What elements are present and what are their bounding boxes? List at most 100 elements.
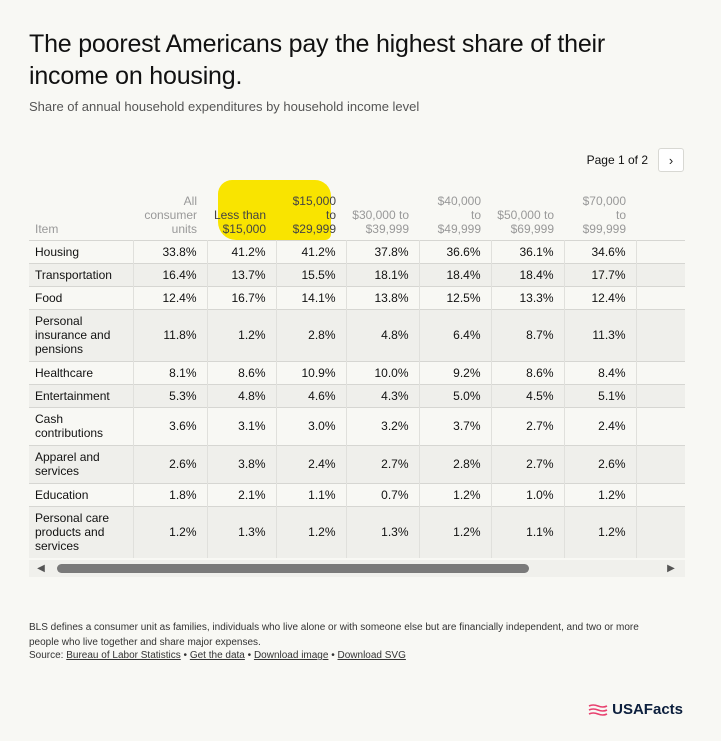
row-label: Education — [35, 487, 89, 502]
separator: • — [244, 650, 254, 661]
download-svg-link[interactable]: Download SVG — [337, 650, 406, 661]
data-table: Item All consumer units Less than $15,000 $… — [29, 180, 685, 558]
table-cell: 18.4% — [490, 263, 564, 286]
table-cell: 16.7% — [206, 286, 276, 309]
scroll-left-icon[interactable]: ◀ — [37, 563, 45, 574]
source-line: Source: Bureau of Labor Statistics • Get… — [29, 650, 406, 661]
logo-text: USAFacts — [612, 701, 683, 718]
table-cell: 10.9% — [275, 361, 346, 384]
table-cell: 8.6% — [490, 361, 564, 384]
next-page-button[interactable]: › — [658, 148, 684, 172]
table-cell: 33.8% — [132, 240, 207, 263]
table-cell: 11.3% — [563, 309, 636, 361]
separator: • — [328, 650, 338, 661]
table-row: Entertainment 5.3% 4.8% 4.6% 4.3% 5.0% 4.5% 5.1… — [29, 384, 685, 407]
row-label: Personal insurance and pensions — [35, 314, 111, 356]
chart-subtitle: Share of annual household expenditures b… — [29, 99, 420, 114]
table-row: Healthcare 8.1% 8.6% 10.9% 10.0% 9.2% 8.6% 8.4%… — [29, 361, 685, 384]
table-cell: 1.3% — [345, 506, 419, 558]
table-cell: 3.0% — [275, 407, 346, 445]
table-scroll-area[interactable]: Item All consumer units Less than $15,000 $… — [29, 180, 685, 561]
table-cell: 36.1% — [490, 240, 564, 263]
table-cell: 9.2% — [418, 361, 491, 384]
scroll-thumb[interactable] — [57, 564, 529, 573]
table-cell: 8.1% — [132, 361, 207, 384]
row-label: Entertainment — [35, 388, 110, 403]
column-header: All consumer units — [144, 193, 197, 236]
column-highlight — [218, 180, 331, 240]
table-cell: 2.6% — [132, 445, 207, 483]
column-header: $100,000 to $149,999 — [636, 180, 685, 240]
table-row: Transportation 16.4% 13.7% 15.5% 18.1% 18.4% 1… — [29, 263, 685, 286]
column-header: $40,000 to $49,999 — [437, 193, 481, 236]
row-label: Healthcare — [35, 365, 94, 380]
table-cell: 13.9% — [635, 309, 685, 361]
column-header-item: Item — [35, 221, 59, 236]
table-cell: 2.8% — [418, 445, 491, 483]
column-header: $15,000 to $29,999 — [292, 193, 336, 236]
usafacts-logo[interactable]: USAFacts — [588, 701, 683, 718]
source-link[interactable]: Bureau of Labor Statistics — [66, 650, 181, 661]
chevron-right-icon: › — [668, 152, 674, 168]
table-cell: 12.4% — [132, 286, 207, 309]
get-data-link[interactable]: Get the data — [189, 650, 245, 661]
table-cell: 2.4% — [563, 407, 636, 445]
table-cell: 1.2% — [563, 483, 636, 506]
table-body: Housing 33.8% 41.2% 41.2% 37.8% 36.6% 36.1% 34.… — [29, 240, 685, 558]
table-cell: 17.5% — [635, 263, 685, 286]
table-cell: 1.2% — [132, 506, 207, 558]
table-cell: 13.3% — [490, 286, 564, 309]
row-label: Apparel and services — [35, 450, 100, 478]
table-cell: 0.7% — [345, 483, 419, 506]
table-cell: 12.5% — [418, 286, 491, 309]
table-cell: 5.0% — [418, 384, 491, 407]
table-cell: 5.3% — [132, 384, 207, 407]
table-cell: 18.1% — [345, 263, 419, 286]
chart-title: The poorest Americans pay the highest sh… — [29, 30, 606, 90]
row-label: Personal care products and services — [35, 511, 110, 554]
table-cell: 8.4% — [563, 361, 636, 384]
table-cell: 37.8% — [345, 240, 419, 263]
table-cell: 34.6% — [563, 240, 636, 263]
table-cell: 8.2% — [635, 361, 685, 384]
table-header-row: Item All consumer units Less than $15,000 $… — [29, 180, 685, 240]
table-cell: 1.2% — [206, 309, 276, 361]
table-cell: 12.4% — [563, 286, 636, 309]
table-cell: 1.1% — [635, 506, 685, 558]
column-header: $50,000 to $69,999 — [497, 207, 554, 236]
table-cell: 5.1% — [563, 384, 636, 407]
table-cell: 3.1% — [206, 407, 276, 445]
row-label: Cash contributions — [35, 412, 104, 440]
page-indicator: Page 1 of 2 — [586, 153, 648, 167]
table-row: Apparel and services 2.6% 3.8% 2.4% 2.7% 2.8%… — [29, 445, 685, 483]
table-cell: 1.0% — [490, 483, 564, 506]
column-header: $30,000 to $39,999 — [352, 207, 409, 236]
column-header: $70,000 to $99,999 — [582, 193, 626, 236]
table-cell: 1.8% — [132, 483, 207, 506]
horizontal-scrollbar[interactable]: ◀ ▶ — [29, 560, 685, 577]
download-image-link[interactable]: Download image — [253, 650, 329, 661]
table-cell: 5.2% — [635, 384, 685, 407]
table-cell: 13.8% — [345, 286, 419, 309]
table-cell: 11.8% — [132, 309, 207, 361]
table-cell: 16.4% — [132, 263, 207, 286]
table-row: Personal care products and services 1.2% 1… — [29, 506, 685, 558]
table-cell: 18.4% — [418, 263, 491, 286]
table-row: Cash contributions 3.6% 3.1% 3.0% 3.2% 3.7% 2.… — [29, 407, 685, 445]
row-label: Housing — [35, 244, 80, 259]
table-cell: 12.5% — [635, 286, 685, 309]
table-cell: 15.5% — [275, 263, 346, 286]
table-cell: 3.8% — [206, 445, 276, 483]
table-cell: 1.1% — [275, 483, 346, 506]
row-label: Food — [35, 290, 63, 305]
table-cell: 2.6% — [563, 445, 636, 483]
table-row: Housing 33.8% 41.2% 41.2% 37.8% 36.6% 36.1% 34.… — [29, 240, 685, 263]
scroll-right-icon[interactable]: ▶ — [667, 563, 675, 574]
table-cell: 2.3% — [635, 445, 685, 483]
table-cell: 13.7% — [206, 263, 276, 286]
table-row: Education1.8%2.1%1.1%0.7%1.2%1.0%1.2%1.5… — [29, 483, 685, 506]
table-cell: 4.5% — [490, 384, 564, 407]
table-cell: 4.6% — [275, 384, 346, 407]
table-cell: 41.2% — [206, 240, 276, 263]
table-cell: 41.2% — [275, 240, 346, 263]
